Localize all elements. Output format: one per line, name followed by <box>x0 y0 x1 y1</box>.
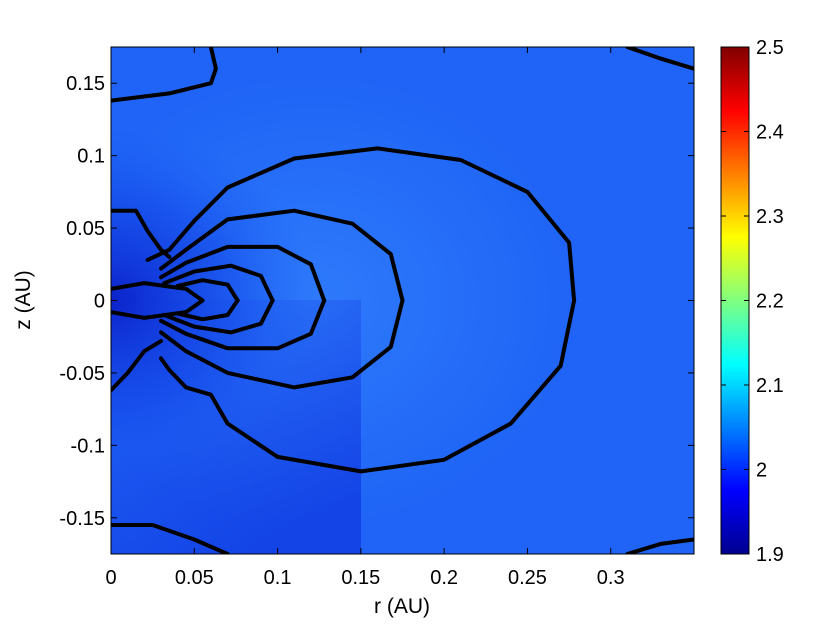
contour-line-5 <box>162 263 275 303</box>
contour-line-3 <box>159 244 327 303</box>
x-tick-label: 0.05 <box>175 567 214 589</box>
contour-line-2 <box>159 298 405 390</box>
contour-line-6 <box>162 298 275 335</box>
x-tick-label: 0.3 <box>597 567 625 589</box>
colorbar-tick-label: 2.4 <box>756 122 784 144</box>
colorbar-tick-label: 2.5 <box>756 37 784 59</box>
contour-line-9 <box>111 281 205 320</box>
contour-line-4 <box>159 298 327 351</box>
y-tick-label: 0.1 <box>77 146 105 168</box>
contour-line-10 <box>145 146 577 303</box>
contour-line-17 <box>625 537 694 554</box>
colorbar-ticks: 2.5 2.4 2.3 2.2 2.1 2 1.9 <box>721 37 784 566</box>
contour-line-7 <box>175 278 240 303</box>
contour-line-15 <box>625 47 694 71</box>
contour-line-8 <box>175 298 240 322</box>
contour-line-1 <box>159 208 405 303</box>
contour-line-14 <box>111 47 218 103</box>
contour-layer <box>111 47 694 554</box>
colorbar-tick-label: 2 <box>756 460 767 482</box>
y-tick-label: -0.1 <box>71 435 105 457</box>
colorbar: 2.5 2.4 2.3 2.2 2.1 2 1.9 <box>720 37 784 566</box>
y-tick-label: -0.05 <box>59 363 105 385</box>
y-axis-label: z (AU) <box>12 270 35 330</box>
x-tick-label: 0 <box>105 567 116 589</box>
x-tick-label: 0.2 <box>430 567 458 589</box>
colorbar-tick-label: 2.3 <box>756 206 784 228</box>
x-tick-label: 0.1 <box>264 567 292 589</box>
y-tick-label: 0 <box>94 291 105 313</box>
y-axis: 0.15 0.1 0.05 0 -0.05 -0.1 -0.15 <box>59 73 694 530</box>
x-tick-label: 0.15 <box>341 567 380 589</box>
x-axis-label: r (AU) <box>374 595 430 618</box>
contour-line-11 <box>159 298 577 474</box>
plot-area: 0 0.05 0.1 0.15 0.2 0.25 0.3 0.15 0.1 0.05 0 -0.05… <box>12 46 695 618</box>
colorbar-tick-label: 1.9 <box>756 544 784 566</box>
colorbar-tick-label: 2.1 <box>756 375 784 397</box>
contour-line-16 <box>111 523 230 554</box>
y-tick-label: 0.05 <box>66 218 105 240</box>
x-axis: 0 0.05 0.1 0.15 0.2 0.25 0.3 <box>105 47 625 589</box>
colorbar-tick-label: 2.2 <box>756 291 784 313</box>
contour-line-13 <box>111 339 163 393</box>
y-tick-label: 0.15 <box>66 73 105 95</box>
contour-line-12 <box>111 208 172 259</box>
y-tick-label: -0.15 <box>59 508 105 530</box>
x-tick-label: 0.25 <box>508 567 547 589</box>
